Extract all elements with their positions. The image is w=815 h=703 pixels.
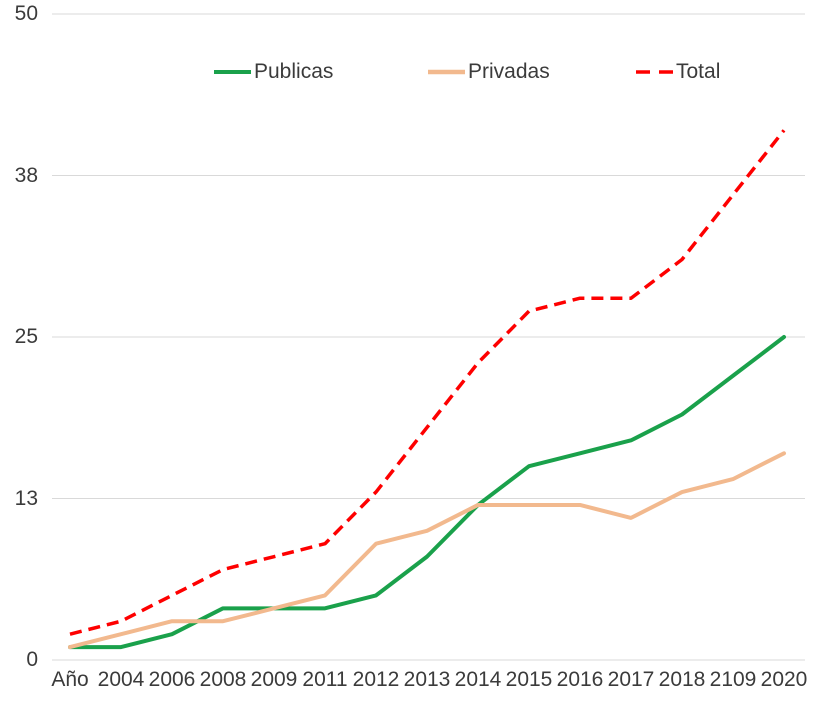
- legend-label-total: Total: [676, 60, 721, 83]
- x-tick-label: 2015: [505, 668, 553, 691]
- privadas-line: [68, 451, 786, 650]
- x-tick-label: 2020: [760, 668, 808, 691]
- y-tick-label: 50: [14, 2, 38, 25]
- x-tick-label: 2012: [352, 668, 400, 691]
- y-tick-label: 25: [14, 325, 38, 348]
- x-tick-label: 2011: [302, 668, 348, 691]
- x-tick-label: 2017: [607, 668, 655, 691]
- total-line: [69, 129, 786, 636]
- x-tick-label: 2008: [199, 668, 247, 691]
- legend-label-publicas: Publicas: [254, 60, 334, 83]
- legend-item-total: Total: [636, 60, 720, 84]
- x-tick-label: Año: [51, 668, 89, 691]
- total-line-swatch: [636, 70, 673, 74]
- x-tick-label: 2006: [148, 668, 196, 691]
- privadas-line-swatch: [428, 69, 465, 75]
- y-tick-label: 13: [14, 486, 38, 510]
- y-tick-label: 0: [26, 648, 38, 671]
- x-tick-label: 2109: [709, 668, 757, 691]
- x-tick-label: 2014: [454, 668, 502, 691]
- legend-item-publicas: Publicas: [214, 60, 333, 84]
- publicas-line: [68, 335, 786, 650]
- x-tick-label: 2004: [97, 668, 145, 691]
- publicas-line-swatch: [214, 70, 251, 74]
- y-tick-label: 38: [14, 163, 38, 187]
- x-tick-label: 2009: [250, 668, 298, 691]
- x-tick-label: 2018: [658, 668, 706, 691]
- legend-label-privadas: Privadas: [468, 60, 550, 83]
- legend-item-privadas: Privadas: [428, 60, 550, 84]
- x-tick-label: 2016: [556, 668, 604, 691]
- x-tick-label: 2013: [403, 668, 451, 691]
